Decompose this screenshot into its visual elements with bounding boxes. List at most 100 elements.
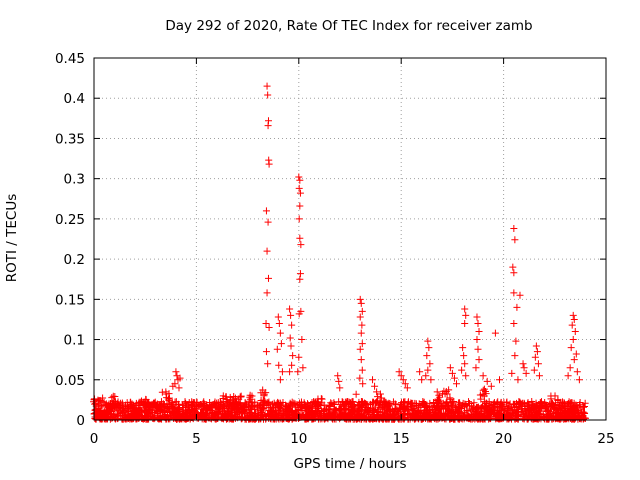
data-point: [342, 399, 350, 407]
data-point: [357, 398, 365, 406]
y-tick-label: 0.35: [55, 131, 85, 147]
data-point: [157, 398, 165, 406]
data-point: [108, 414, 116, 422]
data-point: [581, 402, 589, 410]
data-point: [509, 263, 517, 271]
data-point: [568, 321, 576, 329]
x-tick-label: 15: [393, 431, 410, 447]
data-point: [305, 408, 313, 416]
plot-frame: [93, 57, 607, 421]
data-point: [510, 289, 518, 297]
data-point: [162, 388, 170, 396]
data-point: [264, 122, 272, 130]
data-point: [474, 319, 482, 327]
data-point: [570, 315, 578, 323]
data-point: [172, 368, 180, 376]
data-point: [522, 369, 530, 377]
data-point: [572, 350, 580, 358]
data-point: [568, 399, 576, 407]
data-point: [250, 414, 258, 422]
data-point: [175, 384, 183, 392]
data-point: [450, 374, 458, 382]
data-point: [355, 406, 363, 414]
data-point: [567, 406, 575, 414]
data-point: [296, 270, 304, 278]
data-point: [401, 380, 409, 388]
data-point: [477, 395, 485, 403]
data-point: [516, 291, 524, 299]
data-point: [477, 415, 485, 423]
data-point: [281, 409, 289, 417]
data-point: [264, 360, 272, 368]
data-point: [165, 405, 173, 413]
data-point: [150, 415, 158, 423]
data-point: [475, 356, 483, 364]
data-point: [487, 382, 495, 390]
data-point: [340, 406, 348, 414]
data-point: [274, 313, 282, 321]
data-point: [338, 398, 346, 406]
data-point: [424, 366, 432, 374]
data-point: [527, 405, 535, 413]
data-point: [304, 403, 312, 411]
y-tick-label: 0.4: [64, 91, 85, 107]
data-point: [236, 393, 244, 401]
data-point: [105, 400, 113, 408]
data-point: [569, 414, 577, 422]
data-point: [358, 340, 366, 348]
data-point: [278, 410, 286, 418]
data-point: [506, 412, 514, 420]
data-point: [458, 366, 466, 374]
data-point: [263, 247, 271, 255]
data-point: [568, 412, 576, 420]
data-point: [446, 364, 454, 372]
data-point: [95, 410, 103, 418]
data-point: [343, 415, 351, 423]
data-point: [250, 405, 258, 413]
data-point: [317, 407, 325, 415]
data-point: [257, 415, 265, 423]
data-point: [569, 311, 577, 319]
data-point: [173, 415, 181, 423]
data-point: [422, 401, 430, 409]
data-point: [260, 400, 268, 408]
data-point: [231, 394, 239, 402]
data-point: [484, 406, 492, 414]
data-point: [469, 412, 477, 420]
data-point: [290, 399, 298, 407]
data-point: [299, 364, 307, 372]
x-tick-label: 25: [597, 431, 614, 447]
data-point: [403, 384, 411, 392]
data-point: [127, 398, 135, 406]
data-point: [510, 269, 518, 277]
data-point: [450, 398, 458, 406]
data-point: [537, 415, 545, 423]
data-point: [330, 415, 338, 423]
data-point: [165, 396, 173, 404]
data-point: [441, 390, 449, 398]
data-point: [560, 399, 568, 407]
data-point: [265, 160, 273, 168]
data-point: [442, 404, 450, 412]
data-point: [276, 376, 284, 384]
data-point: [408, 412, 416, 420]
data-point: [416, 368, 424, 376]
data-point: [257, 389, 265, 397]
data-point: [356, 295, 364, 303]
data-point: [258, 410, 266, 418]
data-point: [288, 321, 296, 329]
data-point: [510, 225, 518, 233]
data-point: [463, 406, 471, 414]
data-point: [213, 399, 221, 407]
data-point: [414, 409, 422, 417]
data-point: [575, 376, 583, 384]
data-point: [296, 402, 304, 410]
data-point: [460, 415, 468, 423]
data-point: [206, 407, 214, 415]
data-point: [358, 307, 366, 315]
data-point: [154, 404, 162, 412]
data-point: [490, 407, 498, 415]
data-point: [169, 409, 177, 417]
data-point: [245, 406, 253, 414]
data-point: [142, 400, 150, 408]
